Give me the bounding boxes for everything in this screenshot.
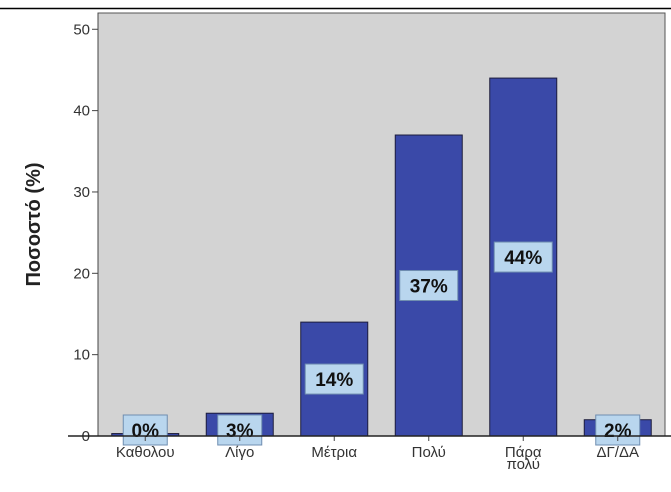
x-tick-label: Λίγο [225, 444, 254, 461]
x-tick-label: Μέτρια [311, 444, 357, 461]
x-tick-label: Καθολου [116, 444, 175, 461]
data-label: 37% [410, 277, 448, 298]
data-label: 14% [315, 370, 353, 391]
data-label-box [304, 363, 364, 395]
data-label-box [493, 241, 553, 273]
bars: 0% 3%14%37%44%2% [111, 77, 652, 446]
plot-area [97, 12, 666, 437]
x-tick-label: ΔΓ/ΔΑ [597, 444, 639, 461]
y-tick-label: 10 [73, 347, 90, 364]
y-axis: 01020304050 [73, 13, 99, 445]
y-tick-label: 30 [73, 184, 90, 201]
y-tick-label: 20 [73, 265, 90, 282]
x-axis: Καθολου Λίγο Μέτρια Πολύ Πάρα πολύ ΔΓ/ΔΑ [68, 435, 671, 473]
y-tick-label: 40 [73, 103, 90, 120]
x-tick-label: Πολύ [412, 444, 446, 461]
y-tick-label: 50 [73, 21, 90, 38]
x-tick-label: Πάρα πολύ [505, 444, 542, 473]
y-axis-label: Ποσοστό (%) [23, 162, 45, 286]
data-label-box [399, 270, 459, 302]
data-label: 44% [504, 248, 542, 269]
